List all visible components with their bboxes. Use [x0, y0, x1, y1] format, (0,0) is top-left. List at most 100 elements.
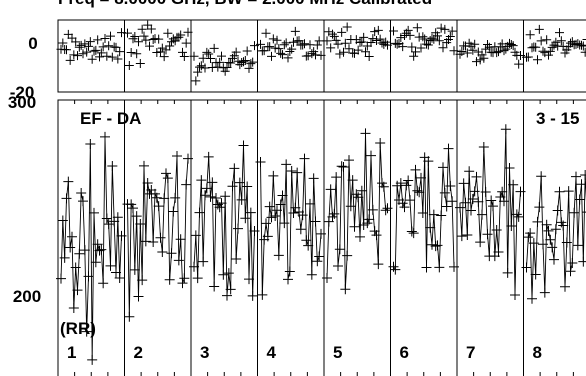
amplitude-point — [233, 223, 243, 234]
amplitude-point — [480, 186, 491, 197]
amplitude-point — [388, 261, 399, 272]
amplitude-point — [148, 237, 159, 248]
phase-point — [425, 36, 435, 46]
amplitude-point — [356, 185, 367, 196]
amplitude-point — [403, 175, 414, 186]
phase-point — [285, 46, 295, 56]
amplitude-point — [295, 224, 306, 235]
phase-point — [206, 53, 215, 63]
phase-point — [220, 66, 230, 76]
amplitude-point — [364, 214, 375, 225]
amplitude-point — [100, 131, 110, 142]
subpanel-label: 7 — [466, 343, 475, 362]
amplitude-point — [245, 207, 256, 218]
phase-point — [405, 30, 415, 40]
amplitude-point — [175, 234, 186, 245]
amplitude-point — [536, 171, 547, 182]
phase-point — [416, 43, 426, 53]
amplitude-point — [162, 173, 173, 184]
amplitude-point — [57, 215, 68, 226]
amplitude-point — [428, 209, 439, 220]
amplitude-point — [166, 248, 177, 259]
amplitude-point — [491, 225, 502, 236]
phase-point — [191, 76, 201, 86]
phase-point — [87, 54, 97, 64]
phase-point — [84, 41, 93, 51]
amplitude-point — [216, 198, 227, 209]
amplitude-point — [131, 211, 142, 222]
phase-point — [533, 55, 542, 65]
amplitude-point — [380, 205, 391, 216]
phase-point — [215, 57, 225, 67]
amplitude-point — [443, 143, 454, 154]
phase-panel-frame — [57, 19, 586, 93]
amplitude-point — [460, 197, 471, 208]
amplitude-point — [528, 238, 539, 249]
amplitude-point — [578, 256, 586, 267]
amplitude-point — [89, 207, 99, 218]
phase-point — [231, 47, 241, 57]
amplitude-point — [72, 285, 83, 296]
phase-point — [268, 34, 278, 44]
phase-point — [209, 43, 219, 53]
phase-point — [372, 36, 381, 46]
phase-point — [113, 54, 123, 64]
amplitude-point — [67, 231, 77, 242]
amplitude-tick-label: 300 — [8, 93, 36, 112]
phase-point — [457, 46, 467, 56]
amplitude-point — [513, 211, 524, 222]
phase-point — [80, 39, 90, 49]
amplitude-point — [139, 160, 149, 171]
amplitude-point — [353, 192, 364, 203]
phase-point — [447, 26, 457, 36]
amplitude-point — [499, 196, 509, 207]
amplitude-point — [344, 155, 354, 166]
amplitude-point — [534, 202, 545, 213]
phase-point — [580, 47, 586, 57]
phase-point — [237, 57, 247, 67]
amplitude-point — [183, 153, 193, 164]
phase-point — [240, 56, 250, 66]
phase-point — [126, 48, 136, 58]
amplitude-tick-label: 200 — [13, 287, 41, 306]
amplitude-point — [129, 264, 140, 275]
phase-point — [340, 38, 350, 48]
amplitude-point — [273, 250, 284, 261]
amplitude-point — [306, 269, 317, 280]
phase-point — [274, 44, 284, 54]
phase-point — [555, 28, 564, 38]
amplitude-point — [214, 202, 225, 213]
subpanel-label: 5 — [333, 343, 342, 362]
amplitude-point — [203, 151, 214, 162]
amplitude-panel — [57, 99, 586, 376]
phase-point — [366, 37, 376, 47]
phase-point — [353, 45, 363, 55]
phase-point — [154, 34, 164, 44]
phase-point — [124, 61, 134, 71]
amplitude-point — [236, 194, 247, 205]
phase-point — [337, 27, 347, 37]
amplitude-point — [325, 184, 336, 195]
phase-point — [161, 45, 171, 55]
phase-point — [300, 39, 309, 49]
amplitude-point — [539, 287, 550, 298]
phase-points — [56, 20, 586, 86]
amplitude-point — [580, 169, 586, 180]
phase-point — [69, 50, 79, 60]
phase-point — [67, 33, 77, 43]
amplitude-point — [504, 162, 515, 173]
amplitude-point — [270, 210, 281, 221]
phase-point — [134, 37, 143, 47]
amplitude-point — [510, 290, 520, 301]
amplitude-point — [412, 185, 423, 196]
amplitude-point — [78, 196, 88, 207]
phase-point — [82, 47, 92, 57]
phase-point — [229, 51, 239, 61]
amplitude-point — [421, 262, 432, 273]
phase-point — [355, 37, 365, 47]
phase-point — [62, 45, 71, 55]
amplitude-point — [382, 203, 393, 214]
phase-point — [272, 35, 282, 45]
phase-point — [359, 32, 369, 42]
